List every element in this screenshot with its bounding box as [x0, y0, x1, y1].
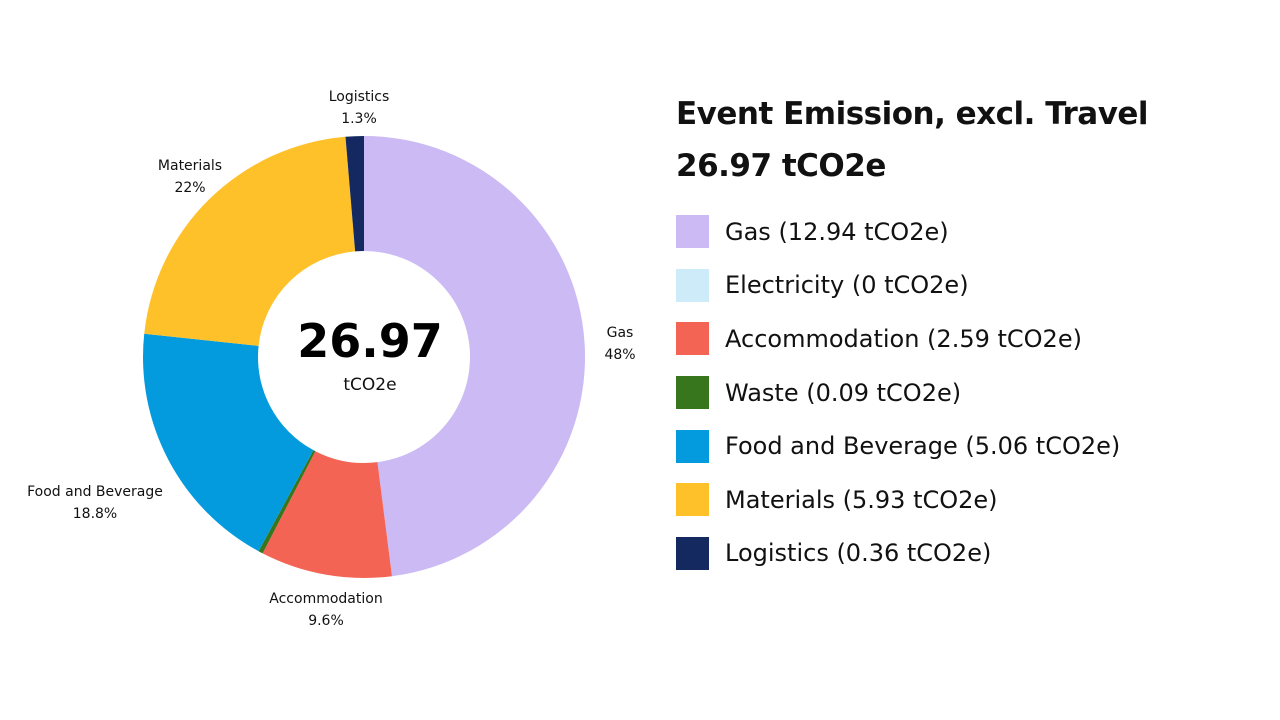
legend-item-electricity: Electricity (0 tCO2e): [676, 259, 1120, 313]
legend-item-logistics: Logistics (0.36 tCO2e): [676, 527, 1120, 581]
slice-gas: [364, 136, 586, 577]
slice-label-accommodation: Accommodation: [269, 591, 382, 607]
slice-food-and-beverage: [142, 333, 314, 552]
legend-label: Electricity (0 tCO2e): [725, 271, 969, 300]
legend-label: Accommodation (2.59 tCO2e): [725, 324, 1082, 353]
slice-label-logistics: Logistics: [329, 89, 390, 105]
legend-label: Waste (0.09 tCO2e): [725, 378, 962, 407]
slice-materials: [144, 136, 356, 346]
slice-percent-accommodation: 9.6%: [308, 613, 344, 629]
legend-swatch: [676, 483, 709, 517]
legend-label: Logistics (0.36 tCO2e): [725, 539, 992, 568]
legend-swatch: [676, 322, 709, 356]
legend-item-gas: Gas (12.94 tCO2e): [676, 205, 1120, 259]
slice-label-gas: Gas: [607, 325, 634, 341]
slice-accommodation: [262, 451, 392, 578]
slice-label-food-and-beverage: Food and Beverage: [27, 484, 163, 500]
legend-swatch: [676, 215, 709, 249]
slice-percent-gas: 48%: [604, 347, 635, 363]
legend-item-accommodation: Accommodation (2.59 tCO2e): [676, 312, 1120, 366]
legend-swatch: [676, 376, 709, 410]
center-total-unit: tCO2e: [343, 375, 396, 395]
chart-title: Event Emission, excl. Travel: [676, 96, 1149, 132]
chart-total: 26.97 tCO2e: [676, 148, 886, 184]
legend-swatch: [676, 268, 709, 302]
legend-item-waste: Waste (0.09 tCO2e): [676, 366, 1120, 420]
legend-item-food-and-beverage: Food and Beverage (5.06 tCO2e): [676, 419, 1120, 473]
legend-swatch: [676, 429, 709, 463]
legend-label: Materials (5.93 tCO2e): [725, 485, 998, 514]
legend-swatch: [676, 536, 709, 570]
legend-label: Gas (12.94 tCO2e): [725, 217, 949, 246]
slice-percent-logistics: 1.3%: [341, 111, 377, 127]
legend-item-materials: Materials (5.93 tCO2e): [676, 473, 1120, 527]
slice-percent-materials: 22%: [174, 180, 205, 196]
legend-label: Food and Beverage (5.06 tCO2e): [725, 432, 1121, 461]
slice-percent-food-and-beverage: 18.8%: [73, 506, 117, 522]
center-total-value: 26.97: [297, 314, 443, 368]
slice-waste: [258, 450, 316, 554]
legend: Gas (12.94 tCO2e) Electricity (0 tCO2e) Ac…: [676, 205, 1120, 580]
slice-label-materials: Materials: [158, 158, 222, 174]
slice-logistics: [345, 136, 364, 252]
donut-chart: Gas 48% Accommodation 9.6% Food and Beverage…: [27, 89, 635, 629]
